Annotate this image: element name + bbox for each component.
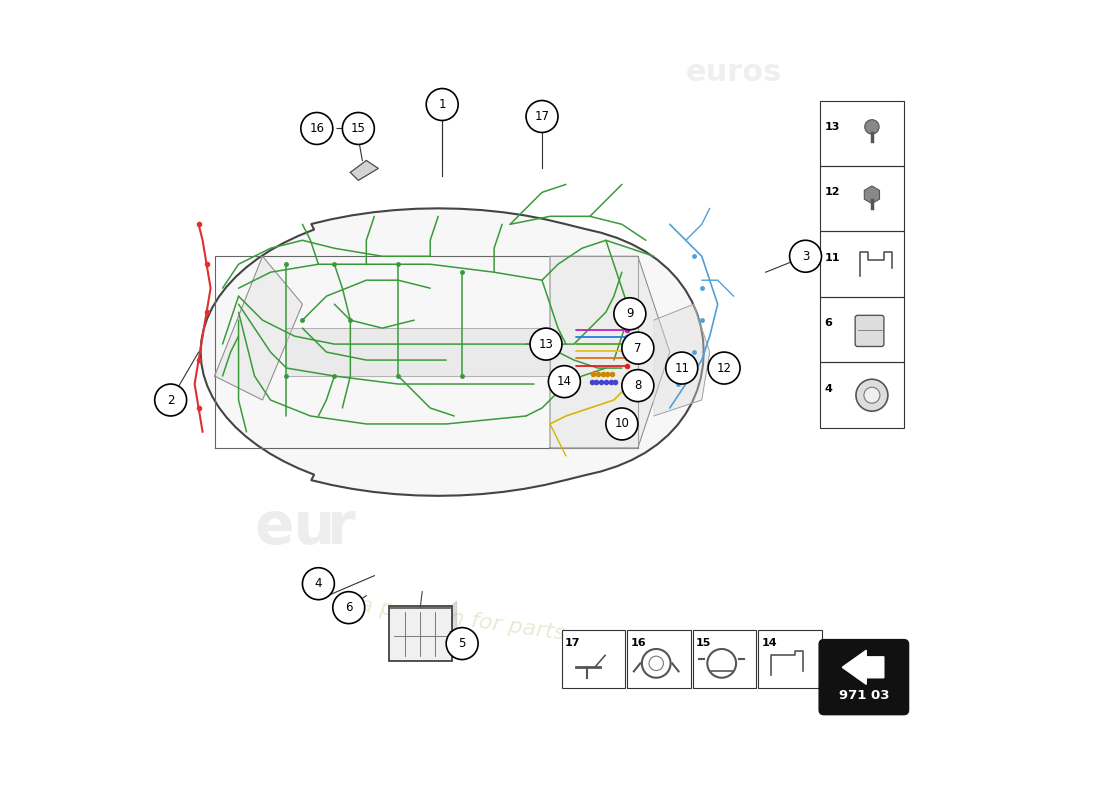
Text: 15: 15 bbox=[351, 122, 366, 135]
Circle shape bbox=[856, 379, 888, 411]
Text: 12: 12 bbox=[716, 362, 732, 374]
Text: 1: 1 bbox=[439, 98, 446, 111]
Text: a passion for parts: a passion for parts bbox=[359, 595, 566, 643]
Text: 6: 6 bbox=[345, 601, 352, 614]
Circle shape bbox=[530, 328, 562, 360]
Polygon shape bbox=[286, 328, 550, 376]
Text: 17: 17 bbox=[565, 638, 581, 648]
Bar bbox=[820, 101, 904, 166]
Polygon shape bbox=[200, 208, 704, 496]
Circle shape bbox=[333, 592, 365, 624]
FancyArrow shape bbox=[843, 650, 883, 684]
Text: 15: 15 bbox=[696, 638, 712, 648]
Text: 16: 16 bbox=[630, 638, 647, 648]
Polygon shape bbox=[450, 602, 456, 659]
Bar bbox=[627, 630, 691, 687]
Bar bbox=[562, 630, 625, 687]
Bar bbox=[820, 231, 904, 297]
Circle shape bbox=[447, 628, 478, 659]
Text: 13: 13 bbox=[825, 122, 840, 132]
Polygon shape bbox=[214, 256, 302, 400]
Text: 12: 12 bbox=[825, 187, 840, 198]
Text: 14: 14 bbox=[557, 375, 572, 388]
Text: 16: 16 bbox=[309, 122, 324, 135]
Polygon shape bbox=[350, 161, 378, 180]
Text: 4: 4 bbox=[825, 384, 833, 394]
Text: 11: 11 bbox=[674, 362, 690, 374]
Polygon shape bbox=[550, 256, 670, 448]
Circle shape bbox=[606, 408, 638, 440]
Text: 7: 7 bbox=[634, 342, 641, 354]
Text: 13: 13 bbox=[539, 338, 553, 350]
Circle shape bbox=[302, 568, 334, 600]
FancyBboxPatch shape bbox=[820, 639, 909, 714]
Text: 8: 8 bbox=[635, 379, 641, 392]
Circle shape bbox=[708, 352, 740, 384]
Bar bbox=[820, 297, 904, 362]
Text: r: r bbox=[327, 498, 355, 556]
Text: 2: 2 bbox=[167, 394, 175, 406]
Circle shape bbox=[666, 352, 697, 384]
Text: 4: 4 bbox=[315, 577, 322, 590]
Bar bbox=[820, 362, 904, 428]
Polygon shape bbox=[653, 304, 710, 416]
FancyBboxPatch shape bbox=[388, 606, 452, 661]
Circle shape bbox=[790, 240, 822, 272]
Circle shape bbox=[864, 387, 880, 403]
Bar bbox=[758, 630, 822, 687]
Circle shape bbox=[526, 101, 558, 133]
Circle shape bbox=[621, 332, 653, 364]
Text: 11: 11 bbox=[825, 253, 840, 262]
Bar bbox=[693, 630, 756, 687]
Text: 17: 17 bbox=[535, 110, 550, 123]
Circle shape bbox=[865, 120, 879, 134]
Text: 14: 14 bbox=[761, 638, 778, 648]
Text: 10: 10 bbox=[615, 418, 629, 430]
Text: 5: 5 bbox=[459, 637, 465, 650]
Circle shape bbox=[342, 113, 374, 145]
Text: 9: 9 bbox=[626, 307, 634, 320]
Bar bbox=[820, 166, 904, 231]
Circle shape bbox=[621, 370, 653, 402]
Text: 6: 6 bbox=[825, 318, 833, 328]
Circle shape bbox=[300, 113, 333, 145]
Circle shape bbox=[614, 298, 646, 330]
Circle shape bbox=[426, 89, 459, 121]
FancyBboxPatch shape bbox=[855, 315, 884, 346]
Circle shape bbox=[549, 366, 581, 398]
Text: 3: 3 bbox=[802, 250, 810, 262]
Text: eu: eu bbox=[254, 498, 336, 556]
Text: euros: euros bbox=[685, 58, 782, 86]
Circle shape bbox=[155, 384, 187, 416]
Text: 971 03: 971 03 bbox=[838, 689, 889, 702]
